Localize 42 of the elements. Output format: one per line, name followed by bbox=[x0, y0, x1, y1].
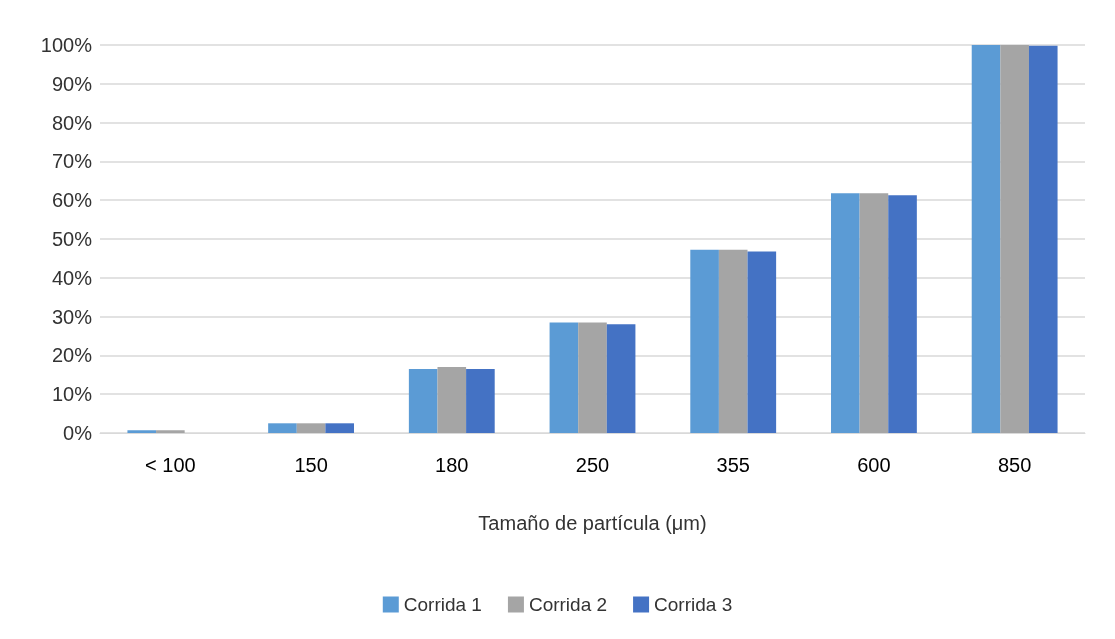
bar bbox=[578, 322, 607, 433]
y-tick-label: 60% bbox=[51, 189, 93, 212]
bar bbox=[268, 423, 297, 433]
x-axis-title: Tamaño de partícula (μm) bbox=[478, 512, 707, 534]
bar bbox=[831, 193, 860, 433]
legend-label: Corrida 3 bbox=[654, 594, 733, 615]
bar bbox=[156, 430, 185, 433]
y-tick-label: 100% bbox=[40, 34, 93, 56]
y-tick-label: 90% bbox=[51, 72, 93, 95]
bar bbox=[690, 249, 719, 433]
bar bbox=[549, 322, 579, 433]
bar bbox=[747, 251, 777, 433]
y-tick-label: 70% bbox=[51, 150, 93, 173]
x-tick-label: 150 bbox=[294, 454, 328, 476]
bar bbox=[296, 423, 326, 433]
x-tick-label: 250 bbox=[575, 454, 610, 476]
y-tick-label: 30% bbox=[51, 305, 93, 328]
bar bbox=[408, 368, 438, 433]
y-tick-label: 50% bbox=[51, 228, 93, 250]
x-tick-label: 600 bbox=[857, 454, 891, 476]
y-tick-label: 20% bbox=[51, 344, 93, 367]
bar bbox=[437, 367, 467, 433]
y-tick-label: 10% bbox=[51, 383, 93, 406]
y-tick-label: 80% bbox=[51, 111, 93, 134]
bar bbox=[466, 368, 495, 433]
bar bbox=[1028, 45, 1058, 433]
x-tick-label: 355 bbox=[716, 454, 750, 476]
legend-label: Corrida 2 bbox=[528, 594, 608, 615]
y-tick-label: 0% bbox=[63, 422, 93, 444]
legend-label: Corrida 1 bbox=[403, 594, 482, 615]
bar bbox=[888, 195, 917, 433]
bar bbox=[971, 45, 1001, 433]
bar bbox=[1000, 45, 1029, 433]
x-tick-label: 180 bbox=[435, 454, 469, 476]
bar bbox=[606, 324, 636, 433]
bar bbox=[127, 430, 157, 433]
x-tick-label: < 100 bbox=[145, 454, 196, 476]
bar bbox=[325, 423, 354, 433]
bar bbox=[859, 193, 889, 433]
x-tick-label: 850 bbox=[997, 454, 1032, 476]
bar bbox=[718, 249, 748, 433]
y-tick-label: 40% bbox=[51, 266, 93, 289]
